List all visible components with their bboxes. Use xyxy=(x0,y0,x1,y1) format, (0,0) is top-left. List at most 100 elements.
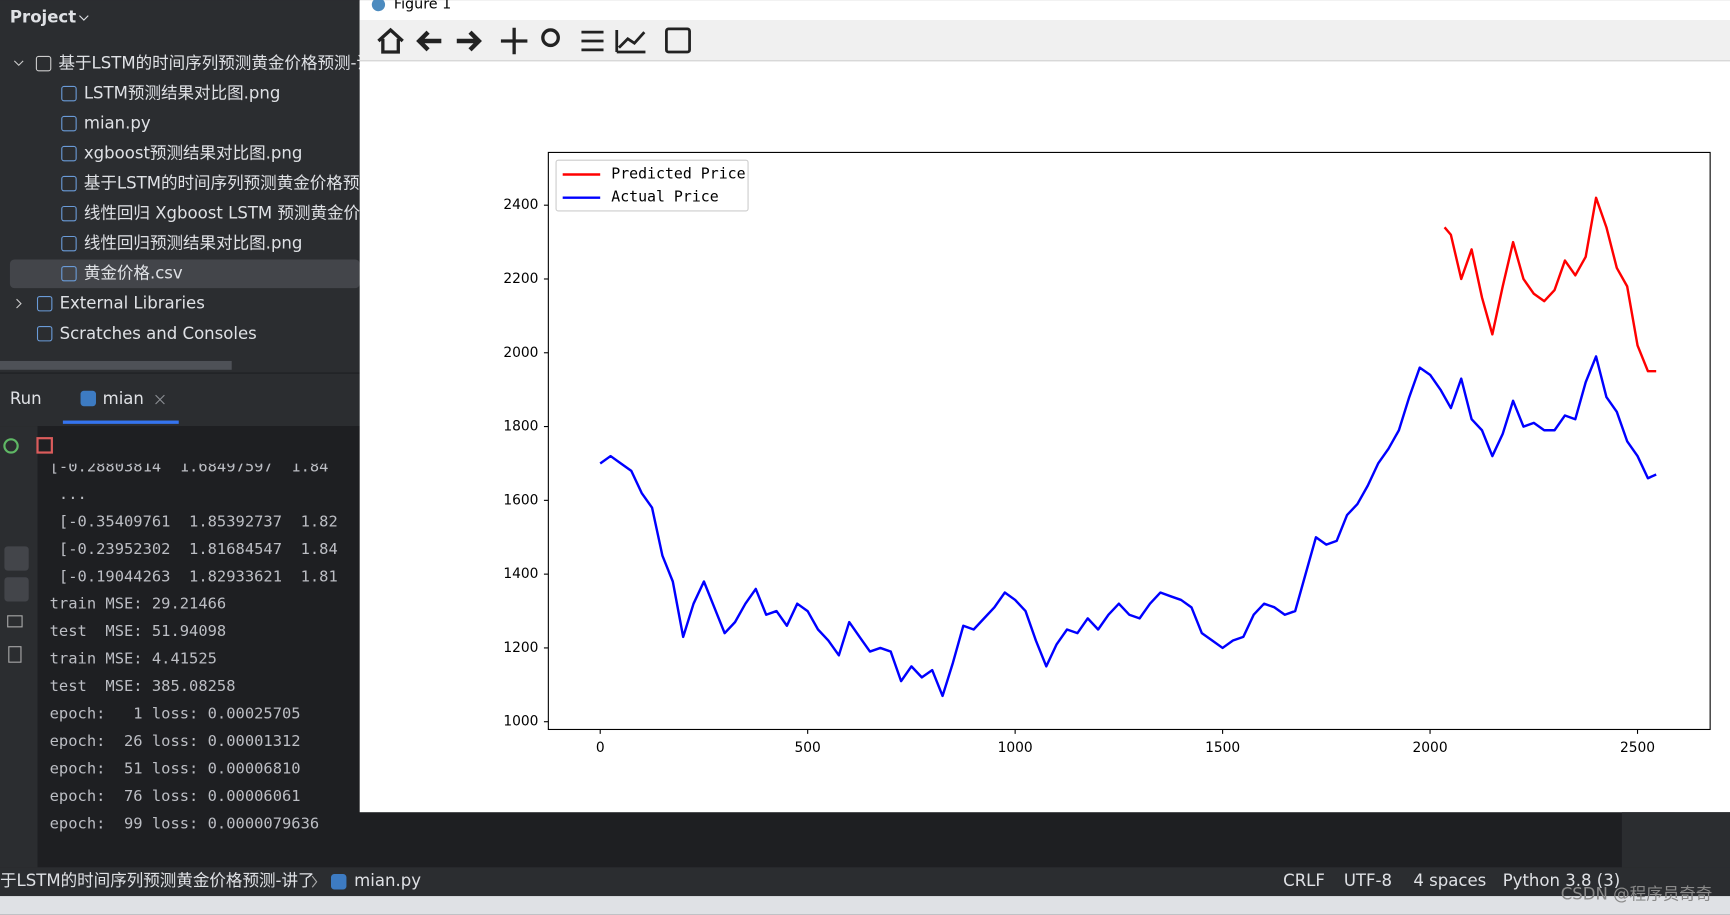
tab-underline xyxy=(62,420,179,424)
figure-icon xyxy=(371,0,386,12)
status-item[interactable]: 4 spaces xyxy=(1413,871,1486,890)
console-line: epoch: 26 loss: 0.00001312 xyxy=(50,732,301,750)
selected-row xyxy=(9,259,360,289)
console-line: test MSE: 385.08258 xyxy=(50,677,236,695)
console-line: train MSE: 29.21466 xyxy=(50,595,227,613)
legend-label: Predicted Price xyxy=(611,164,745,182)
figure-toolbar xyxy=(359,20,1730,61)
chart: 0 500 1000 1500 2000 2500 1000 1200 1400 1600 1800… xyxy=(503,151,1711,756)
tree-item[interactable]: 线性回归预测结果对比图.png xyxy=(84,234,303,253)
tree-item[interactable]: Scratches and Consoles xyxy=(60,324,257,343)
figure-titlebar xyxy=(359,0,1730,21)
run-title[interactable]: Run xyxy=(10,389,42,408)
status-item[interactable]: UTF-8 xyxy=(1344,871,1392,890)
y-tick-label: 1400 xyxy=(503,566,538,582)
delete-button[interactable] xyxy=(8,646,22,663)
breadcrumb-project[interactable]: 于LSTM的时间序列预测黄金价格预测-讲了 xyxy=(0,871,315,890)
series-line xyxy=(599,355,1657,698)
console-line: [-0.28803814 1.68497597 1.84 xyxy=(50,457,329,475)
status-item[interactable]: Python 3.8 (3) xyxy=(1503,871,1621,890)
configure-button[interactable] xyxy=(581,30,604,52)
project-tree: 基于LSTM的时间序列预测黄金价格预测-讲 LSTM预测结果对比图.png mian… xyxy=(13,54,377,343)
file-icon xyxy=(61,205,77,222)
forward-button[interactable] xyxy=(456,30,482,52)
file-icon xyxy=(61,145,77,162)
python-icon xyxy=(330,874,347,890)
tree-item[interactable]: 黄金价格.csv xyxy=(84,264,183,283)
zoom-button[interactable] xyxy=(541,28,560,48)
console-line: [-0.23952302 1.81684547 1.84 xyxy=(50,540,338,558)
expand-arrow xyxy=(13,60,24,67)
home-button[interactable] xyxy=(377,27,404,54)
figure-window xyxy=(359,0,1730,813)
scrollbar xyxy=(0,360,232,370)
x-tick-label: 0 xyxy=(596,740,605,756)
stop-button[interactable] xyxy=(36,437,53,454)
y-tick-label: 1000 xyxy=(503,714,538,730)
console-line: epoch: 99 loss: 0.0000079636 xyxy=(50,815,320,833)
legend-box xyxy=(555,159,749,212)
x-tick-label: 2500 xyxy=(1620,740,1655,756)
y-tick-label: 2200 xyxy=(503,271,538,287)
watermark: CSDN @程序员奇奇 xyxy=(1561,884,1713,903)
pan-button[interactable] xyxy=(500,27,528,55)
tree-item[interactable]: 基于LSTM的时间序列预测黄金价格预测-讲 xyxy=(58,54,373,73)
ide-edge xyxy=(1621,812,1730,868)
file-icon xyxy=(61,115,77,132)
legend-label: Actual Price xyxy=(611,188,719,206)
console-output: [-0.28803814 1.68497597 1.84 ... [-0.354… xyxy=(50,457,338,833)
breadcrumb-separator xyxy=(311,875,318,888)
file-icon xyxy=(61,85,77,102)
project-title[interactable]: Project xyxy=(10,7,76,26)
toolbar-icons xyxy=(377,27,691,55)
tree-item[interactable]: External Libraries xyxy=(60,294,205,313)
file-icon xyxy=(36,295,53,312)
console-line: [-0.35409761 1.85392737 1.82 xyxy=(50,512,338,530)
file-icon xyxy=(36,325,53,342)
save-button[interactable] xyxy=(665,27,691,54)
y-tick-label: 1600 xyxy=(503,492,538,508)
console-line: [-0.19044263 1.82933621 1.81 xyxy=(50,567,338,585)
console-line: epoch: 51 loss: 0.00006810 xyxy=(50,760,301,778)
console-line: train MSE: 4.41525 xyxy=(50,650,217,668)
console-line: ... xyxy=(50,485,87,503)
console-line: epoch: 76 loss: 0.00006061 xyxy=(50,787,301,805)
series-line xyxy=(1443,196,1657,373)
status-item[interactable]: CRLF xyxy=(1283,871,1325,890)
wrap-button[interactable] xyxy=(4,546,29,571)
x-tick-label: 2000 xyxy=(1413,740,1448,756)
file-icon xyxy=(61,265,77,282)
plot-frame xyxy=(547,151,1711,731)
file-icon xyxy=(35,55,52,72)
file-icon xyxy=(61,175,77,192)
console-line: test MSE: 51.94098 xyxy=(50,622,227,640)
tree-item[interactable]: LSTM预测结果对比图.png xyxy=(84,84,281,103)
x-tick-label: 1000 xyxy=(998,740,1033,756)
status-bar xyxy=(0,867,1730,897)
tree-item[interactable]: 基于LSTM的时间序列预测黄金价格预测 xyxy=(84,174,376,193)
dropdown-icon xyxy=(79,15,89,21)
taskbar xyxy=(0,896,1730,915)
y-tick-label: 2000 xyxy=(503,345,538,361)
print-button[interactable] xyxy=(7,615,23,628)
tree-item[interactable]: mian.py xyxy=(84,114,151,133)
run-tab[interactable]: mian xyxy=(103,389,144,408)
breadcrumb-file[interactable]: mian.py xyxy=(354,871,421,890)
axes-button[interactable] xyxy=(615,29,646,54)
back-button[interactable] xyxy=(416,30,442,52)
tree-item[interactable]: xgboost预测结果对比图.png xyxy=(84,144,303,163)
status-items: CRLF UTF-8 4 spaces Python 3.8 (3) xyxy=(1283,871,1620,890)
x-tick-label: 500 xyxy=(795,740,821,756)
x-tick-label: 1500 xyxy=(1205,740,1240,756)
y-tick-label: 2400 xyxy=(503,197,538,213)
console-line: epoch: 1 loss: 0.00025705 xyxy=(50,705,301,723)
y-tick-label: 1200 xyxy=(503,640,538,656)
tree-item[interactable]: 线性回归 Xgboost LSTM 预测黄金价格 xyxy=(84,204,377,223)
scroll-end-button[interactable] xyxy=(4,577,29,602)
close-tab[interactable] xyxy=(155,394,165,405)
python-icon xyxy=(80,390,96,407)
collapse-arrow xyxy=(16,298,22,309)
rerun-button[interactable] xyxy=(3,438,19,454)
file-icon xyxy=(61,235,77,252)
